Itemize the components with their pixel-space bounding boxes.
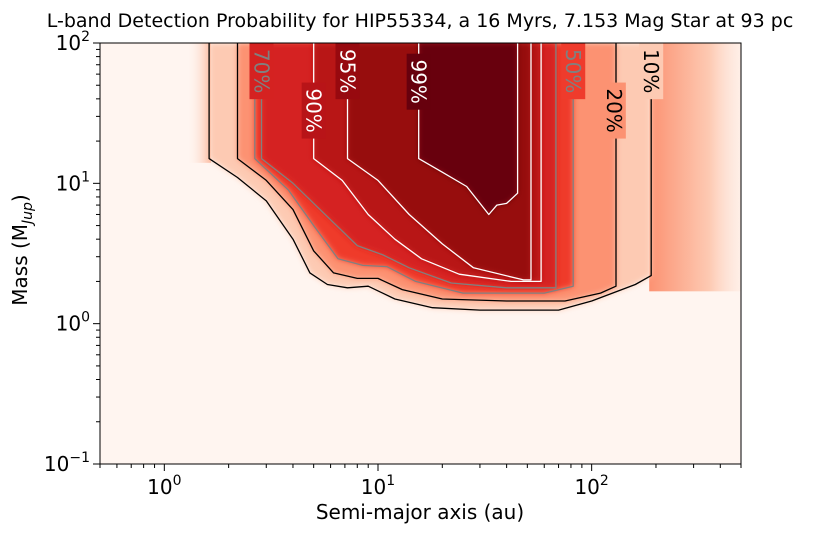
x-tick-label: 102: [574, 473, 608, 499]
contour-line-95: [346, 43, 532, 281]
y-axis: 10−1 100 101 102: [44, 29, 100, 476]
contour-line-90: [313, 43, 542, 283]
y-axis-label-main: Mass (M: [8, 224, 32, 306]
y-axis-label-sub: Jup: [20, 202, 36, 227]
contour-label-95: 95%: [336, 49, 360, 93]
y-axis-label: Mass (MJup): [8, 194, 36, 305]
x-tick-label: 101: [361, 473, 395, 499]
contour-line-50: [254, 43, 574, 294]
contour-label-gap-99: [406, 53, 431, 110]
contour-labels: 10% 20% 50% 70% 90% 95% 99%: [249, 43, 664, 139]
contour-label-gap-50: [561, 43, 586, 100]
y-tick-label: 102: [56, 29, 90, 55]
heatmap-band-99: [418, 43, 518, 215]
contour-label-70: 70%: [250, 49, 274, 93]
x-tick-label: 100: [147, 473, 181, 499]
contour-label-99: 99%: [407, 59, 431, 103]
contour-label-gap-95: [335, 43, 360, 100]
contour-line-99: [418, 43, 519, 216]
contour-label-gap-10: [639, 43, 664, 100]
contour-lines: [208, 43, 652, 311]
contour-line-10: [208, 43, 652, 311]
contour-label-10: 10%: [639, 49, 663, 93]
contour-label-90: 90%: [302, 88, 326, 132]
heatmap-right-fade: [649, 43, 741, 292]
contour-label-gap-70: [249, 43, 274, 100]
y-tick-label: 101: [56, 169, 90, 195]
plot-frame: [99, 42, 742, 465]
y-tick-label: 100: [56, 310, 90, 336]
contour-label-20: 20%: [602, 88, 626, 132]
contour-label-50: 50%: [561, 49, 585, 93]
chart-title: L-band Detection Probability for HIP5533…: [47, 10, 794, 32]
x-axis: 100 101 102: [99, 464, 742, 499]
contour-line-20: [236, 43, 617, 302]
x-axis-label: Semi-major axis (au): [316, 500, 524, 524]
y-axis-label-close: ): [8, 194, 32, 202]
contour-label-gap-20: [601, 82, 626, 139]
contour-line-70: [260, 43, 557, 289]
heatmap-left-fade: [187, 43, 212, 163]
y-tick-label: 10−1: [44, 450, 90, 476]
contour-label-gap-90: [301, 82, 326, 139]
